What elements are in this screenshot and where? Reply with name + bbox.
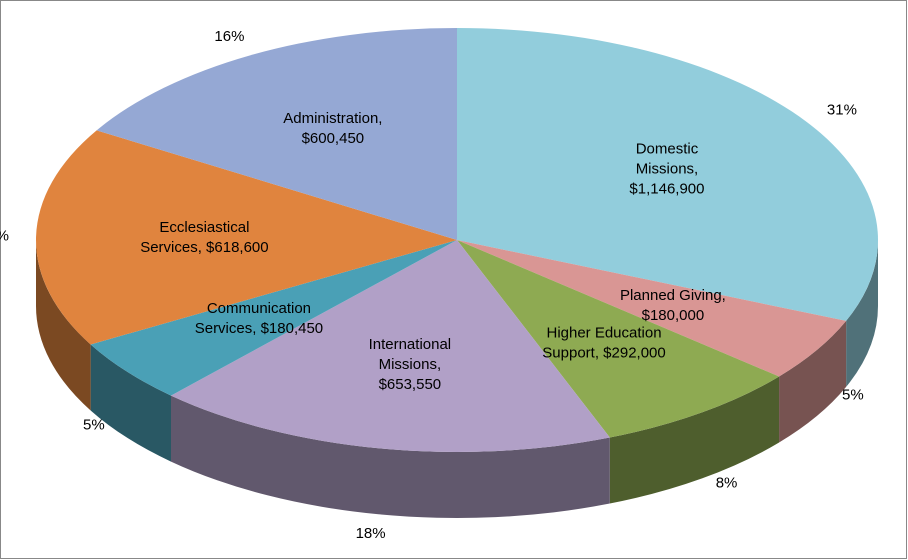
- slice-label-line: $180,000: [642, 307, 705, 324]
- pie-sides: [36, 240, 878, 518]
- slice-label: Domestic Missions, $1,146,900: [629, 140, 704, 197]
- percent-label: 5%: [842, 386, 864, 403]
- slice-label: International Missions, $653,550: [369, 336, 452, 393]
- slice: [170, 240, 610, 453]
- percent-label: 16%: [214, 28, 244, 45]
- slice-label: Ecclesiastical Services, $618,600: [140, 219, 268, 256]
- pie-labels: Domestic Missions, $1,146,900 31% Planned Gi…: [0, 28, 864, 542]
- slice: [35, 130, 457, 345]
- slice-label-line: $600,450: [302, 130, 365, 147]
- percent-label: 5%: [83, 417, 105, 434]
- percent-label: 8%: [716, 474, 738, 491]
- slice-label-line: Domestic: [636, 140, 699, 157]
- slice-label-line: Services, $618,600: [140, 239, 268, 256]
- slice-label: Administration, $600,450: [283, 110, 382, 147]
- slice-label: Planned Giving, $180,000: [620, 287, 726, 324]
- percent-label: 17%: [0, 228, 9, 245]
- slice-label: Higher Education Support, $292,000: [542, 324, 665, 361]
- slice-side: [779, 320, 847, 443]
- slice-side: [36, 240, 91, 411]
- slice-label-line: International: [369, 336, 452, 353]
- slice-label-line: Ecclesiastical: [159, 219, 249, 236]
- slice: [90, 240, 457, 396]
- slice: [457, 240, 847, 377]
- pie-tops: [35, 28, 879, 453]
- slice: [96, 28, 458, 240]
- slice-label-line: Higher Education: [546, 324, 661, 341]
- slice-side: [90, 344, 171, 462]
- slice-label-line: $1,146,900: [629, 180, 704, 197]
- slice: [457, 240, 780, 438]
- slice-label-line: Communication: [207, 300, 311, 317]
- slice: [457, 28, 879, 321]
- slice-label-line: Support, $292,000: [542, 344, 665, 361]
- slice-label-line: Planned Giving,: [620, 287, 726, 304]
- slice-label-line: Services, $180,450: [195, 320, 323, 337]
- slice-label: Communication Services, $180,450: [195, 300, 323, 337]
- slice-label-line: Administration,: [283, 110, 382, 127]
- slice-label-line: Missions,: [636, 160, 699, 177]
- percent-label: 18%: [356, 525, 386, 542]
- slice-label-line: $653,550: [379, 376, 442, 393]
- slice-side: [170, 395, 610, 518]
- percent-label: 31%: [827, 101, 857, 118]
- slice-side: [609, 376, 780, 504]
- slice-label-line: Missions,: [379, 356, 442, 373]
- slice-side: [846, 240, 878, 387]
